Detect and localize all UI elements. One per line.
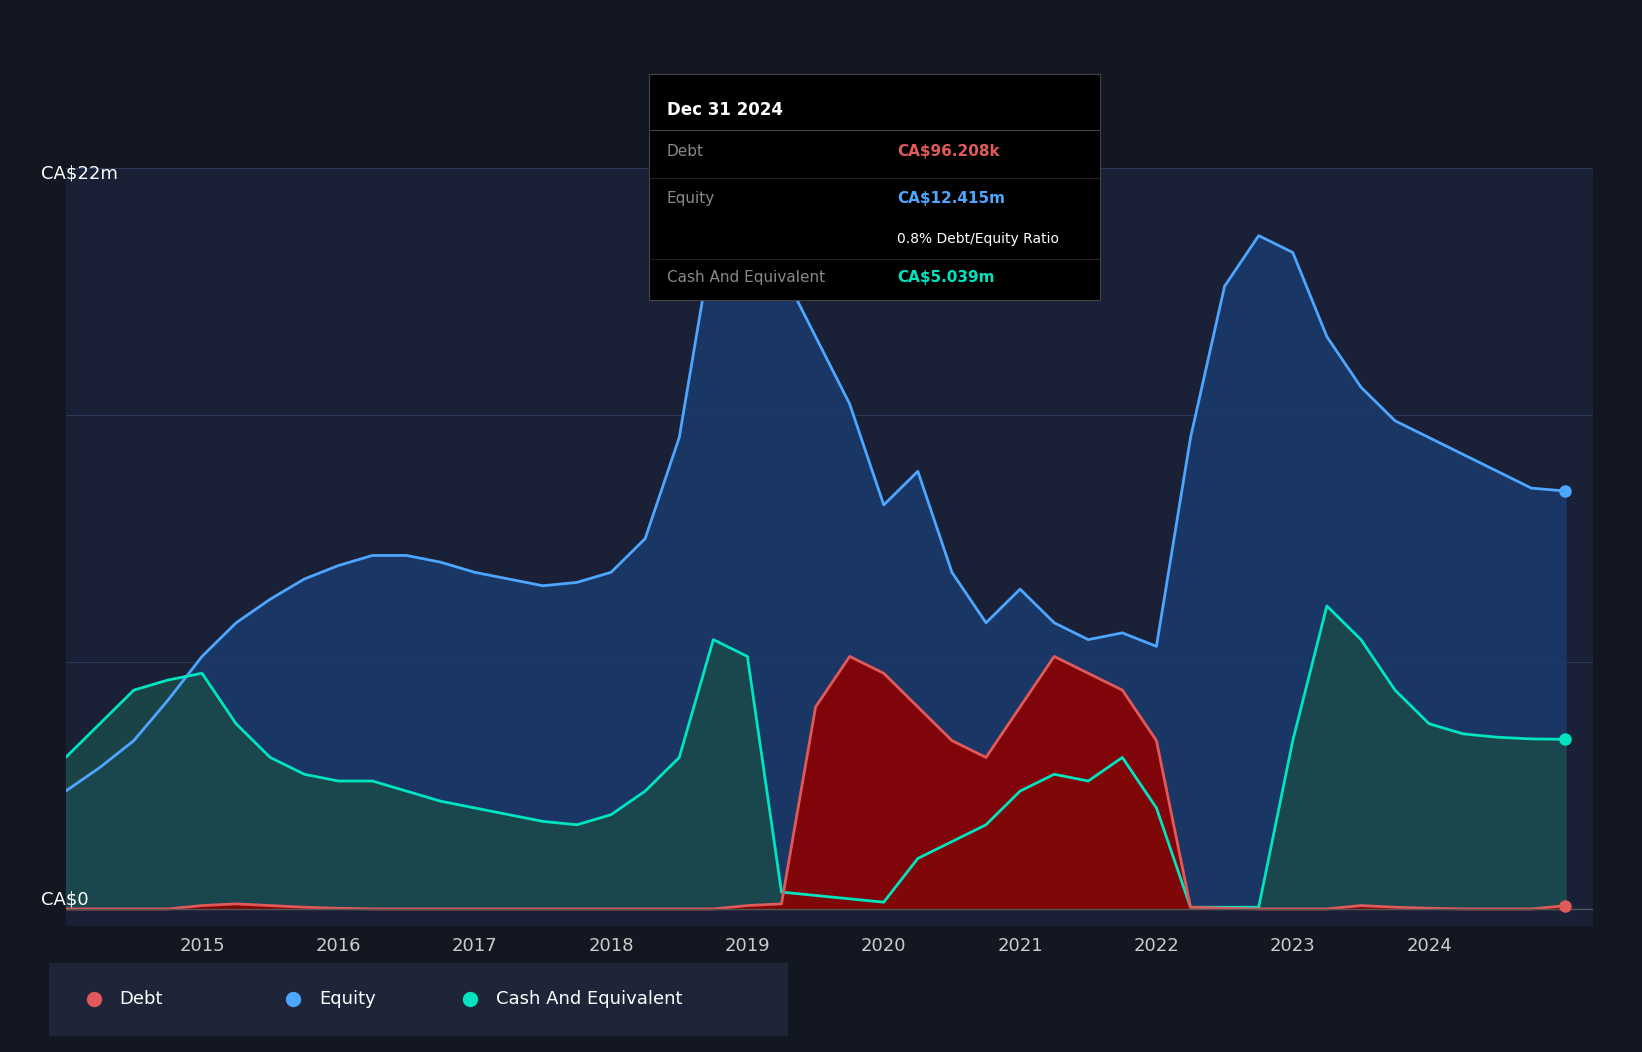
Text: CA$5.039m: CA$5.039m (897, 270, 995, 285)
Text: CA$22m: CA$22m (41, 164, 118, 183)
Text: Equity: Equity (319, 990, 376, 1009)
Text: Cash And Equivalent: Cash And Equivalent (496, 990, 683, 1009)
Text: CA$12.415m: CA$12.415m (897, 191, 1005, 206)
Text: Equity: Equity (667, 191, 714, 206)
Text: Dec 31 2024: Dec 31 2024 (667, 101, 783, 119)
Text: 0.8% Debt/Equity Ratio: 0.8% Debt/Equity Ratio (897, 232, 1059, 246)
Text: CA$96.208k: CA$96.208k (897, 144, 1000, 159)
Text: Cash And Equivalent: Cash And Equivalent (667, 270, 824, 285)
Text: Debt: Debt (667, 144, 704, 159)
Text: CA$0: CA$0 (41, 890, 89, 909)
Text: Debt: Debt (120, 990, 163, 1009)
